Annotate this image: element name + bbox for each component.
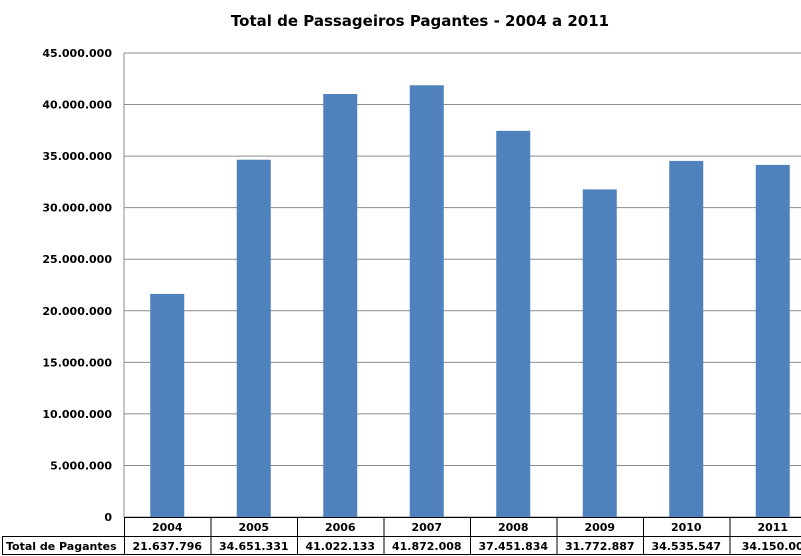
bar-2005 <box>236 159 271 517</box>
data-label: 34.535.547 <box>651 540 721 553</box>
bar-2010 <box>669 160 704 517</box>
x-category-label: 2005 <box>238 521 269 534</box>
y-axis-ticks: 0 5.000.000 10.000.000 15.000.000 20.000.000… <box>42 47 112 524</box>
x-category-label: 2007 <box>411 521 442 534</box>
x-category-label: 2004 <box>152 521 183 534</box>
data-label: 34.150.00 <box>742 540 801 553</box>
data-label: 41.022.133 <box>305 540 375 553</box>
data-label: 31.772.887 <box>565 540 635 553</box>
data-label: 34.651.331 <box>219 540 289 553</box>
bar-2004 <box>150 293 185 517</box>
x-category-label: 2009 <box>584 521 615 534</box>
x-category-label: 2011 <box>757 521 788 534</box>
x-category-label: 2006 <box>325 521 356 534</box>
chart-title: Total de Passageiros Pagantes - 2004 a 2… <box>231 12 609 30</box>
data-label: 37.451.834 <box>478 540 548 553</box>
x-category-label: 2008 <box>498 521 529 534</box>
y-tick-label: 0 <box>104 511 112 524</box>
y-tick-label: 10.000.000 <box>42 408 112 421</box>
data-label: 21.637.796 <box>132 540 202 553</box>
y-tick-label: 20.000.000 <box>42 305 112 318</box>
x-category-label: 2010 <box>671 521 702 534</box>
y-tick-label: 45.000.000 <box>42 47 112 60</box>
y-tick-label: 40.000.000 <box>42 99 112 112</box>
y-tick-label: 25.000.000 <box>42 253 112 266</box>
data-label: 41.872.008 <box>392 540 462 553</box>
table-series-name: Total de Pagantes <box>6 540 117 553</box>
y-tick-label: 5.000.000 <box>50 459 112 472</box>
bar-2011 <box>755 164 790 517</box>
data-table: 2004 2005 2006 2007 2008 2009 2010 2011 Total de… <box>2 517 801 555</box>
bar-2007 <box>409 85 444 517</box>
bar-2006 <box>323 94 358 517</box>
y-tick-label: 15.000.000 <box>42 356 112 369</box>
bar-2009 <box>582 189 617 517</box>
y-tick-label: 30.000.000 <box>42 202 112 215</box>
y-tick-label: 35.000.000 <box>42 150 112 163</box>
bars <box>150 85 790 518</box>
bar-2008 <box>496 130 531 518</box>
